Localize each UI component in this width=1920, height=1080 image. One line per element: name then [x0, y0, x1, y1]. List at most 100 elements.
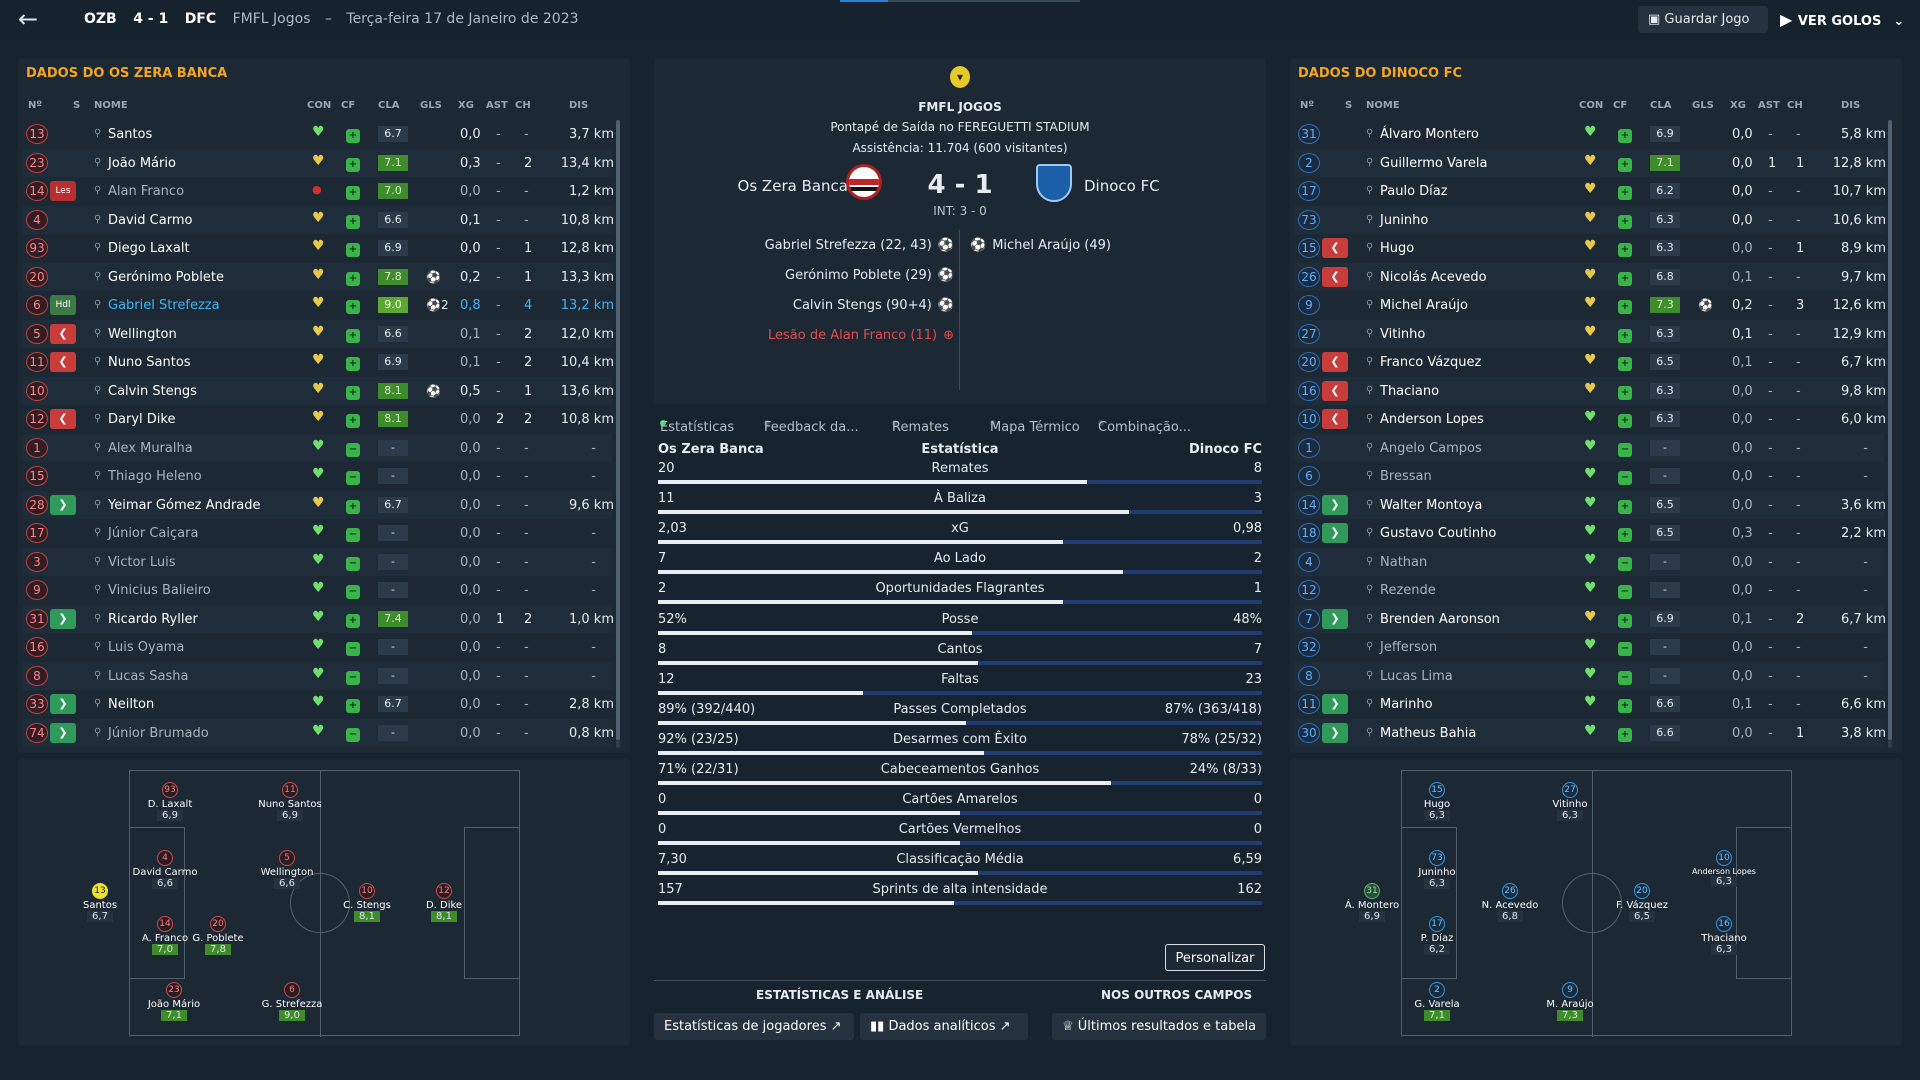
player-row[interactable]: 13⚲Rodrigo Lindoso♥−-0,0--- [1294, 747, 1890, 748]
player-name[interactable]: Michel Araújo [1380, 298, 1468, 313]
player-row[interactable]: 2 ⚲ Guillermo Varela ♥ +7.1 0,0 1 1 12,8 km [1294, 148, 1890, 177]
player-row[interactable]: 26 ❮ ⚲ Nicolás Acevedo ♥ +6.8 0,1- -9,7 km [1294, 262, 1890, 291]
col-con[interactable]: CON [307, 100, 332, 111]
back-arrow-icon[interactable]: ← [18, 5, 39, 33]
player-name[interactable]: Anderson Lopes [1380, 412, 1484, 427]
col-cla[interactable]: CLA [378, 100, 400, 111]
pitch-player[interactable]: 93 D. Laxalt 6,9 [135, 782, 205, 821]
player-row[interactable]: 1 ⚲ Alex Muralha ♥ − -0,0- - - [22, 433, 618, 462]
goal-event[interactable]: Gabriel Strefezza (22, 43) ⚽ [765, 238, 954, 253]
player-row[interactable]: 23 ⚲ João Mário ♥ +7.1 0,3- 2 13,4 km [22, 148, 618, 177]
customize-button[interactable]: Personalizar [1165, 944, 1265, 971]
col-cla[interactable]: CLA [1650, 100, 1672, 111]
player-name[interactable]: Gerónimo Poblete [108, 269, 224, 285]
player-row[interactable]: 18 ❯ ⚲ Gustavo Coutinho ♥ +6.5 0,3- -2,2 km [1294, 519, 1890, 547]
player-row[interactable]: 14 Les ⚲ Alan Franco ● +7.0 0,0- -1,2 km [22, 177, 618, 205]
analytics-button[interactable]: ▮▮ Dados analíticos ↗ [860, 1013, 1028, 1040]
player-name[interactable]: João Mário [108, 155, 176, 171]
results-table-button[interactable]: ♕ Últimos resultados e tabela [1052, 1013, 1266, 1040]
player-name[interactable]: Nathan [1380, 554, 1428, 570]
player-name[interactable]: Wellington [108, 326, 177, 342]
player-row[interactable]: 30 ❯ ⚲ Matheus Bahia ♥ +6.6 0,0- 1 3,8 km [1294, 718, 1890, 747]
pitch-player[interactable]: 20 G. Poblete 7,8 [183, 916, 253, 955]
away-scrollbar[interactable] [1888, 120, 1892, 748]
player-row[interactable]: 93 ⚲ Diego Laxalt ♥ +6.9 0,0- 1 12,8 km [22, 234, 618, 262]
player-name[interactable]: Nicolás Acevedo [1380, 269, 1487, 285]
player-name[interactable]: Matheus Bahia [1380, 725, 1477, 741]
player-row[interactable]: 7⚲Caio Lucas♥−-0,0--- [22, 747, 618, 748]
player-name[interactable]: Bressan [1380, 469, 1432, 484]
col-no[interactable]: Nº [28, 100, 43, 111]
pitch-player[interactable]: 9 M. Araújo 7,3 [1535, 982, 1605, 1021]
col-cf[interactable]: CF [341, 100, 356, 111]
col-xg[interactable]: XG [1730, 100, 1746, 111]
pitch-player[interactable]: 4 David Carmo 6,6 [130, 850, 200, 889]
player-name[interactable]: Calvin Stengs [108, 383, 197, 399]
player-name[interactable]: Guillermo Varela [1380, 155, 1488, 171]
player-name[interactable]: Daryl Dike [108, 412, 176, 427]
pitch-player[interactable]: 27 Vitinho 6,3 [1535, 782, 1605, 821]
save-game-button[interactable]: ▣ Guardar Jogo [1638, 6, 1768, 33]
player-row[interactable]: 27 ⚲ Vitinho ♥ +6.3 0,1- -12,9 km [1294, 319, 1890, 348]
pitch-player[interactable]: 14 A. Franco 7,0 [130, 916, 200, 955]
col-ast[interactable]: AST [486, 100, 508, 111]
player-row[interactable]: 4 ⚲ David Carmo ♥ +6.6 0,1- -10,8 km [22, 205, 618, 234]
pitch-player[interactable]: 2 G. Varela 7,1 [1402, 982, 1472, 1021]
player-name[interactable]: Marinho [1380, 697, 1433, 712]
pitch-player[interactable]: 5 Wellington 6,6 [252, 850, 322, 889]
pitch-player[interactable]: 20 F. Vázquez 6,5 [1607, 883, 1677, 922]
player-name[interactable]: Diego Laxalt [108, 241, 190, 256]
player-row[interactable]: 5 ❮ ⚲ Wellington ♥ +6.6 0,1- 2 12,0 km [22, 319, 618, 348]
player-name[interactable]: Gustavo Coutinho [1380, 526, 1497, 541]
player-name[interactable]: Luis Oyama [108, 640, 185, 655]
player-name[interactable]: Gabriel Strefezza [108, 298, 220, 313]
player-row[interactable]: 1 ⚲ Angelo Campos ♥ − -0,0- - - [1294, 433, 1890, 462]
pitch-player[interactable]: 31 Á. Montero 6,9 [1337, 883, 1407, 922]
player-name[interactable]: Álvaro Montero [1380, 127, 1479, 142]
player-row[interactable]: 20 ⚲ Gerónimo Poblete ♥ +7.8 ⚽ 0,2- 1 13,3 km [22, 262, 618, 291]
player-row[interactable]: 3 ⚲ Victor Luis ♥ − -0,0- - - [22, 547, 618, 576]
player-row[interactable]: 10 ❮ ⚲ Anderson Lopes ♥ +6.3 0,0- -6,0 km [1294, 405, 1890, 433]
player-name[interactable]: Jefferson [1380, 640, 1438, 655]
view-goals-button[interactable]: ▶ VER GOLOS ⌄ [1780, 8, 1910, 32]
player-row[interactable]: 12 ⚲ Rezende ♥ − -0,0- - - [1294, 576, 1890, 604]
header-competition[interactable]: FMFL Jogos [232, 11, 311, 27]
player-name[interactable]: Yeimar Gómez Andrade [108, 497, 261, 513]
player-row[interactable]: 14 ❯ ⚲ Walter Montoya ♥ +6.5 0,0- -3,6 km [1294, 490, 1890, 519]
player-name[interactable]: Paulo Díaz [1380, 184, 1448, 199]
player-row[interactable]: 9 ⚲ Vinicius Balieiro ♥ − -0,0- - - [22, 576, 618, 604]
player-row[interactable]: 17 ⚲ Júnior Caiçara ♥ − -0,0- - - [22, 519, 618, 547]
goal-event[interactable]: Calvin Stengs (90+4) ⚽ [793, 298, 954, 313]
col-name[interactable]: NOME [1366, 100, 1400, 111]
col-no[interactable]: Nº [1300, 100, 1315, 111]
col-xg[interactable]: XG [458, 100, 474, 111]
player-name[interactable]: Franco Vázquez [1380, 355, 1482, 370]
player-row[interactable]: 15 ❮ ⚲ Hugo ♥ +6.3 0,0- 1 8,9 km [1294, 234, 1890, 262]
player-name[interactable]: Alex Muralha [108, 440, 193, 456]
col-ch[interactable]: CH [515, 100, 531, 111]
player-name[interactable]: Nuno Santos [108, 355, 191, 370]
player-row[interactable]: 13 ⚲ Santos ♥ +6.7 0,0- -3,7 km [22, 120, 618, 148]
player-row[interactable]: 16 ⚲ Luis Oyama ♥ − -0,0- - - [22, 633, 618, 661]
pitch-player[interactable]: 11 Nuno Santos 6,9 [255, 782, 325, 821]
pitch-player[interactable]: 16 Thaciano 6,3 [1689, 916, 1759, 955]
player-row[interactable]: 11 ❮ ⚲ Nuno Santos ♥ +6.9 0,1- 2 10,4 km [22, 348, 618, 376]
col-ast[interactable]: AST [1758, 100, 1780, 111]
away-team-name[interactable]: Dinoco FC [1084, 177, 1160, 195]
col-s[interactable]: S [73, 100, 81, 111]
col-gls[interactable]: GLS [1692, 100, 1714, 111]
player-row[interactable]: 32 ⚲ Jefferson ♥ − -0,0- - - [1294, 633, 1890, 661]
col-s[interactable]: S [1345, 100, 1353, 111]
player-row[interactable]: 12 ❮ ⚲ Daryl Dike ♥ +8.1 0,0 2 2 10,8 km [22, 405, 618, 433]
player-row[interactable]: 6 ⚲ Bressan ♥ − -0,0- - - [1294, 462, 1890, 490]
pitch-player[interactable]: 12 D. Dike 8,1 [409, 883, 479, 922]
col-dis[interactable]: DIS [569, 100, 589, 111]
pitch-player[interactable]: 17 P. Díaz 6,2 [1402, 916, 1472, 955]
col-gls[interactable]: GLS [420, 100, 442, 111]
pitch-player[interactable]: 15 Hugo 6,3 [1402, 782, 1472, 821]
player-row[interactable]: 6 Hdl ⚲ Gabriel Strefezza ♥ +9.0 ⚽2 0,8- 4 13,2 k… [22, 291, 618, 319]
player-row[interactable]: 73 ⚲ Juninho ♥ +6.3 0,0- -10,6 km [1294, 205, 1890, 234]
player-name[interactable]: Júnior Caiçara [108, 526, 199, 541]
pitch-player[interactable]: 73 Juninho 6,3 [1402, 850, 1472, 889]
player-name[interactable]: Thaciano [1380, 383, 1440, 399]
